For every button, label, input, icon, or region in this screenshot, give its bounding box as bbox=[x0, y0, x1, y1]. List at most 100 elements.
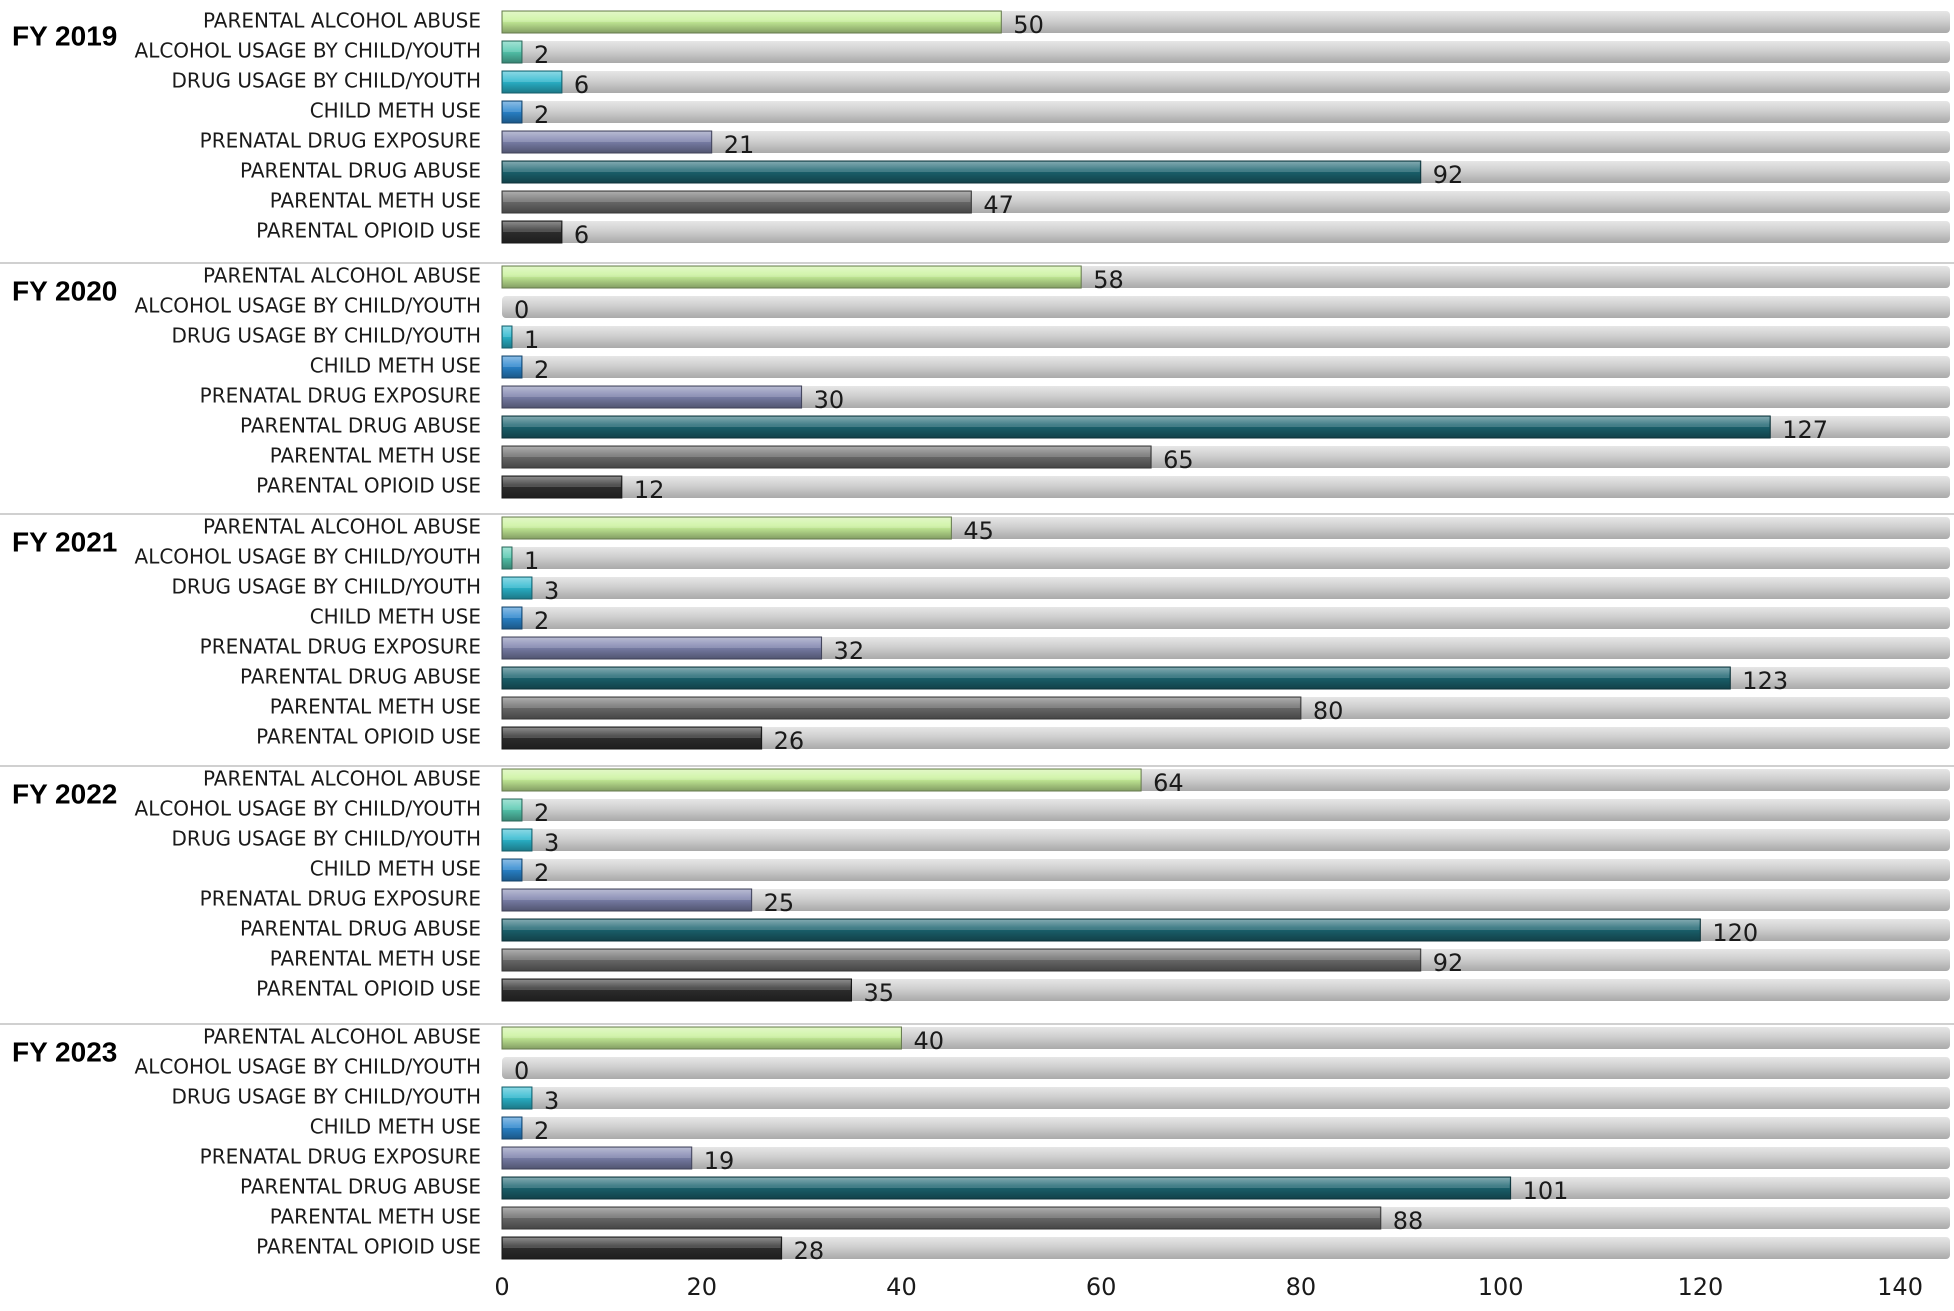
value-label: 19 bbox=[704, 1147, 735, 1175]
category-label: ALCOHOL USAGE BY CHILD/YOUTH bbox=[135, 294, 481, 318]
bar-track bbox=[502, 1117, 1950, 1139]
bar-track bbox=[502, 547, 1950, 569]
category-label: PARENTAL DRUG ABUSE bbox=[240, 917, 481, 941]
category-label: CHILD METH USE bbox=[310, 99, 481, 123]
value-label: 25 bbox=[764, 889, 795, 917]
bar-highlight bbox=[503, 12, 1001, 22]
category-label: PARENTAL OPIOID USE bbox=[256, 474, 481, 498]
value-label: 65 bbox=[1163, 446, 1194, 474]
x-tick-label: 120 bbox=[1677, 1273, 1723, 1301]
bar bbox=[501, 415, 1771, 439]
bar-track bbox=[502, 356, 1950, 378]
bar-track bbox=[502, 799, 1950, 821]
bar-highlight bbox=[503, 447, 1151, 457]
value-label: 0 bbox=[514, 296, 529, 324]
bar-track bbox=[502, 131, 1950, 153]
bar bbox=[501, 190, 972, 214]
category-label: PRENATAL DRUG EXPOSURE bbox=[200, 384, 481, 408]
bar bbox=[501, 1176, 1512, 1200]
category-label: PARENTAL ALCOHOL ABUSE bbox=[203, 767, 481, 791]
value-label: 2 bbox=[534, 41, 549, 69]
bar bbox=[501, 948, 1422, 972]
category-label: PARENTAL ALCOHOL ABUSE bbox=[203, 264, 481, 288]
bar bbox=[501, 546, 513, 570]
x-tick-label: 140 bbox=[1877, 1273, 1923, 1301]
bar bbox=[501, 130, 713, 154]
bar bbox=[501, 1236, 783, 1260]
bar-highlight bbox=[503, 1238, 781, 1248]
bar-highlight bbox=[503, 830, 531, 840]
bar-highlight bbox=[503, 1088, 531, 1098]
category-label: DRUG USAGE BY CHILD/YOUTH bbox=[172, 69, 481, 93]
value-label: 50 bbox=[1013, 11, 1044, 39]
bar bbox=[501, 576, 533, 600]
value-label: 12 bbox=[634, 476, 665, 504]
group-label: FY 2022 bbox=[12, 778, 117, 809]
value-label: 2 bbox=[534, 1117, 549, 1145]
value-label: 21 bbox=[724, 131, 755, 159]
bar-track bbox=[502, 101, 1950, 123]
bar-track bbox=[502, 859, 1950, 881]
bar bbox=[501, 475, 623, 499]
category-label: PARENTAL METH USE bbox=[270, 189, 481, 213]
value-label: 6 bbox=[574, 221, 589, 249]
bar bbox=[501, 70, 563, 94]
value-label: 80 bbox=[1313, 697, 1344, 725]
bar bbox=[501, 385, 803, 409]
bar-track bbox=[502, 979, 1950, 1001]
category-label: PARENTAL OPIOID USE bbox=[256, 1235, 481, 1259]
x-tick-label: 80 bbox=[1286, 1273, 1317, 1301]
bar-track bbox=[502, 1057, 1950, 1079]
bar-highlight bbox=[503, 132, 711, 142]
bar bbox=[501, 10, 1002, 34]
bar-track bbox=[502, 577, 1950, 599]
bar-track bbox=[502, 41, 1950, 63]
group-label: FY 2020 bbox=[12, 275, 117, 306]
group-label: FY 2021 bbox=[12, 526, 117, 557]
value-label: 35 bbox=[864, 979, 895, 1007]
value-label: 47 bbox=[983, 191, 1014, 219]
category-label: DRUG USAGE BY CHILD/YOUTH bbox=[172, 1085, 481, 1109]
bar-highlight bbox=[503, 1118, 521, 1128]
value-label: 1 bbox=[524, 547, 539, 575]
bar-highlight bbox=[503, 548, 511, 558]
bar-track bbox=[502, 607, 1950, 629]
group-label: FY 2023 bbox=[12, 1036, 117, 1067]
bar-highlight bbox=[503, 518, 951, 528]
category-label: ALCOHOL USAGE BY CHILD/YOUTH bbox=[135, 797, 481, 821]
bar-highlight bbox=[503, 267, 1081, 277]
bar-track bbox=[502, 296, 1950, 318]
category-label: PARENTAL ALCOHOL ABUSE bbox=[203, 1025, 481, 1049]
bar bbox=[501, 445, 1152, 469]
value-label: 40 bbox=[913, 1027, 944, 1055]
bar bbox=[501, 726, 763, 750]
category-label: PRENATAL DRUG EXPOSURE bbox=[200, 887, 481, 911]
bar bbox=[501, 858, 523, 882]
value-label: 101 bbox=[1523, 1177, 1569, 1205]
bar-track bbox=[502, 1237, 1950, 1259]
category-label: PARENTAL METH USE bbox=[270, 695, 481, 719]
bar-highlight bbox=[503, 920, 1700, 930]
bar bbox=[501, 606, 523, 630]
bar-highlight bbox=[503, 387, 801, 397]
bar-track bbox=[502, 889, 1950, 911]
bar-highlight bbox=[503, 327, 511, 337]
bar bbox=[501, 918, 1701, 942]
bar-highlight bbox=[503, 698, 1300, 708]
bar-track bbox=[502, 1087, 1950, 1109]
bar-track bbox=[502, 727, 1950, 749]
category-label: CHILD METH USE bbox=[310, 354, 481, 378]
bar-track bbox=[502, 386, 1950, 408]
bar-track bbox=[502, 1147, 1950, 1169]
bar-highlight bbox=[503, 102, 521, 112]
value-label: 3 bbox=[544, 577, 559, 605]
category-label: ALCOHOL USAGE BY CHILD/YOUTH bbox=[135, 39, 481, 63]
bar-highlight bbox=[503, 222, 561, 232]
bar bbox=[501, 888, 753, 912]
bar bbox=[501, 1086, 533, 1110]
bar-highlight bbox=[503, 860, 521, 870]
category-label: PARENTAL DRUG ABUSE bbox=[240, 665, 481, 689]
category-label: PARENTAL OPIOID USE bbox=[256, 219, 481, 243]
value-label: 6 bbox=[574, 71, 589, 99]
bar bbox=[501, 1206, 1382, 1230]
